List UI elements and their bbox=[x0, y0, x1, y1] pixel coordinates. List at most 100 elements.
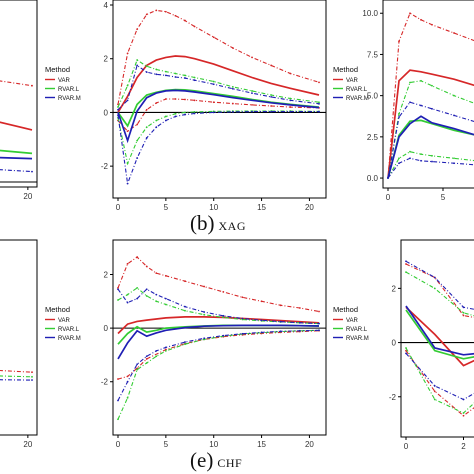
series-point bbox=[431, 154, 433, 157]
series-line-rvar-l-band bbox=[405, 347, 474, 414]
series-point bbox=[164, 303, 167, 306]
legend: Method VAR RVAR.L RVAR.M bbox=[333, 305, 369, 342]
series-line-rvar-m bbox=[117, 324, 320, 360]
series-point bbox=[462, 311, 465, 314]
series-point bbox=[462, 412, 465, 414]
series-point bbox=[155, 272, 158, 275]
series-point bbox=[184, 305, 186, 308]
series-point bbox=[203, 337, 206, 340]
series-point bbox=[145, 137, 148, 139]
series-line-rvar-m-band bbox=[387, 157, 474, 179]
series-point bbox=[431, 23, 433, 26]
series-point bbox=[420, 104, 422, 107]
legend-label: RVAR.M bbox=[58, 96, 81, 102]
series-point bbox=[117, 399, 119, 402]
series-point bbox=[136, 286, 139, 289]
series-point bbox=[270, 105, 273, 107]
series-point bbox=[241, 296, 244, 299]
series-point bbox=[251, 90, 253, 92]
x-tick-label: 20 bbox=[23, 192, 32, 201]
panel-frame bbox=[382, 0, 474, 189]
series-point bbox=[126, 375, 129, 378]
series-point bbox=[453, 162, 455, 165]
series-point bbox=[145, 265, 148, 268]
series-point bbox=[136, 59, 139, 61]
series-point bbox=[453, 32, 455, 34]
series-point bbox=[409, 81, 411, 84]
series-point bbox=[126, 182, 129, 185]
x-tick-label: 20 bbox=[305, 440, 314, 449]
series-point bbox=[184, 113, 186, 116]
legend-label: RVAR.M bbox=[346, 96, 369, 102]
series-point bbox=[136, 123, 139, 126]
series-point bbox=[193, 110, 196, 113]
series-line-var bbox=[117, 316, 320, 335]
series-point bbox=[270, 95, 273, 98]
panel-frame bbox=[112, 239, 327, 436]
panel-frame bbox=[0, 239, 38, 436]
series-point bbox=[145, 355, 148, 358]
series-point bbox=[462, 314, 465, 317]
series-point bbox=[420, 153, 422, 156]
series-point bbox=[117, 418, 119, 421]
plot-area bbox=[113, 256, 326, 421]
series-point bbox=[155, 350, 158, 352]
legend-title: Method bbox=[333, 65, 358, 74]
series-point bbox=[136, 368, 139, 371]
series-line-var-band bbox=[387, 12, 474, 179]
series-point bbox=[174, 72, 177, 75]
series-point bbox=[433, 385, 436, 387]
series-point bbox=[174, 112, 177, 115]
series-point bbox=[260, 319, 263, 322]
series-point bbox=[409, 12, 411, 15]
legend-label: RVAR.M bbox=[346, 336, 369, 342]
series-point bbox=[164, 10, 167, 13]
series-point bbox=[270, 64, 273, 67]
series-point bbox=[155, 73, 158, 76]
series-point bbox=[453, 157, 455, 160]
x-tick-label: 20 bbox=[305, 203, 314, 212]
series-point bbox=[462, 398, 465, 401]
plot-area bbox=[387, 12, 474, 179]
y-tick-label: 0 bbox=[104, 108, 109, 117]
legend-label: RVAR.L bbox=[346, 87, 368, 93]
series-line-rvar-m-band bbox=[117, 288, 320, 325]
series-point bbox=[203, 311, 206, 313]
series-point bbox=[155, 102, 158, 104]
series-point bbox=[260, 331, 263, 334]
series-point bbox=[289, 110, 292, 113]
x-tick-label: 10 bbox=[209, 203, 218, 212]
plot-area bbox=[0, 80, 37, 183]
series-line-rvar-l-band bbox=[117, 287, 320, 325]
x-tick-label: 5 bbox=[164, 440, 169, 449]
y-tick-label: 2 bbox=[104, 270, 109, 279]
series-point bbox=[155, 68, 158, 71]
series-point bbox=[31, 170, 33, 173]
series-point bbox=[136, 363, 139, 366]
legend-label: VAR bbox=[346, 318, 359, 324]
series-line-var bbox=[405, 306, 474, 367]
series-point bbox=[318, 329, 320, 332]
series-line-var bbox=[0, 121, 33, 131]
series-point bbox=[318, 322, 320, 325]
series-point bbox=[193, 99, 196, 102]
x-tick-label: 0 bbox=[404, 442, 409, 451]
series-point bbox=[136, 297, 139, 300]
x-tick-label: 5 bbox=[164, 203, 169, 212]
series-line-rvar-l bbox=[405, 309, 474, 360]
series-line-rvar-l-band bbox=[117, 329, 320, 420]
series-point bbox=[289, 97, 292, 100]
series-line-var-band bbox=[0, 80, 33, 87]
series-point bbox=[241, 317, 244, 320]
caption-e-letter: (e) bbox=[190, 448, 214, 472]
series-line-rvar-m bbox=[0, 156, 33, 160]
series-point bbox=[174, 115, 177, 118]
legend-label: VAR bbox=[346, 78, 359, 84]
series-point bbox=[117, 286, 119, 289]
series-point bbox=[251, 92, 253, 94]
series-point bbox=[117, 299, 119, 301]
y-tick-label: 2.5 bbox=[367, 133, 379, 142]
series-point bbox=[398, 112, 400, 115]
panel-frame bbox=[400, 239, 474, 438]
